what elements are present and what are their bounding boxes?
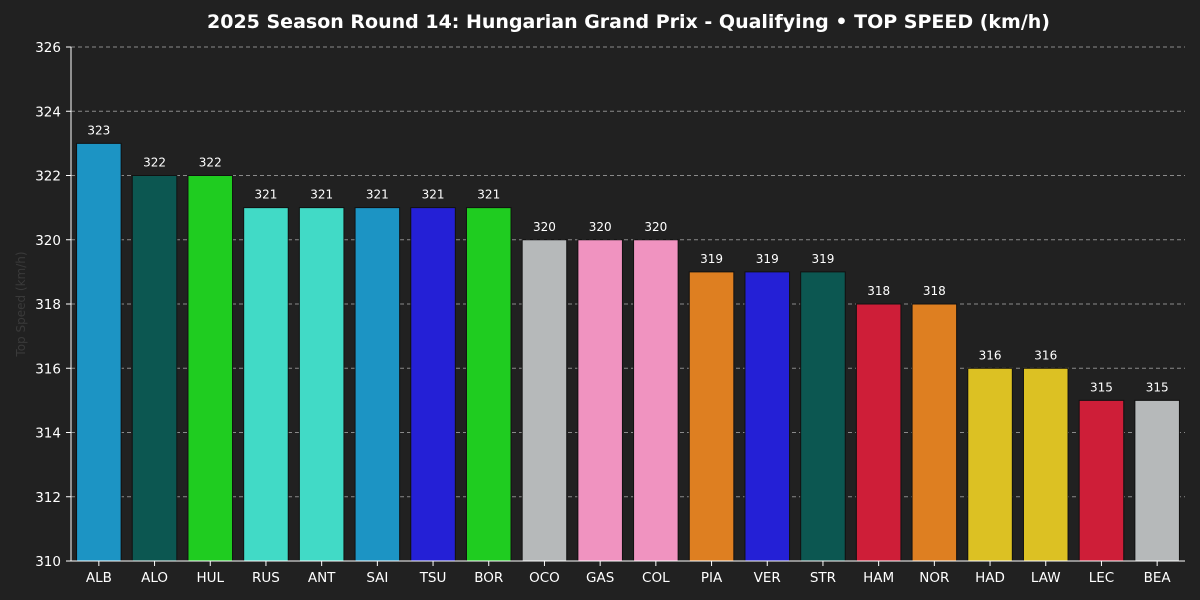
y-tick-label: 322 <box>35 169 61 185</box>
y-tick-label: 312 <box>35 490 61 506</box>
data-label: 316 <box>979 348 1002 362</box>
x-tick-label: SAI <box>366 570 388 586</box>
x-tick-label: ALB <box>86 570 112 586</box>
data-label: 315 <box>1090 380 1113 394</box>
bar-sai <box>354 207 401 562</box>
data-label: 321 <box>366 188 389 202</box>
grid-lines <box>71 46 1185 562</box>
x-tick-label: NOR <box>919 570 949 586</box>
data-label: 323 <box>87 123 110 137</box>
bar-gas <box>577 239 623 562</box>
data-label: 320 <box>533 220 556 234</box>
bar-nor <box>911 303 958 562</box>
bar-str <box>800 271 846 562</box>
y-tick-label: 320 <box>35 233 61 249</box>
data-label: 319 <box>811 252 834 266</box>
data-label: 322 <box>199 156 222 170</box>
data-label: 318 <box>867 284 890 298</box>
x-tick-label: VER <box>754 570 781 586</box>
x-tick-label: RUS <box>252 570 280 586</box>
bar-had <box>967 367 1013 562</box>
bar-alb <box>76 142 122 562</box>
data-labels: 323 322 322 321 321 321 321 321 320 320 320 319 319 3… <box>87 123 1168 394</box>
data-label: 321 <box>254 188 277 202</box>
data-label: 316 <box>1034 348 1057 362</box>
data-label: 318 <box>923 284 946 298</box>
y-tick-label: 310 <box>35 554 61 570</box>
bar-tsu <box>410 207 456 562</box>
x-tick-label: LEC <box>1089 570 1114 586</box>
data-label: 321 <box>477 188 500 202</box>
bar-bea <box>1134 399 1180 562</box>
data-label: 322 <box>143 156 166 170</box>
y-tick-label: 314 <box>35 426 61 442</box>
x-tick-label: GAS <box>586 570 614 586</box>
data-label: 320 <box>589 220 612 234</box>
x-tick-label: HAM <box>863 570 894 586</box>
data-label: 320 <box>644 220 667 234</box>
x-tick-label: OCO <box>529 570 560 586</box>
x-tick-label: TSU <box>419 570 447 586</box>
bar-oco <box>521 239 568 562</box>
data-label: 321 <box>422 188 445 202</box>
data-label: 319 <box>756 252 779 266</box>
y-tick-label: 316 <box>35 361 61 377</box>
data-label: 315 <box>1146 380 1169 394</box>
bars <box>76 142 1180 562</box>
bar-hul <box>187 175 234 562</box>
bar-alo <box>131 175 178 562</box>
bar-bor <box>465 207 512 562</box>
x-tick-label: BOR <box>474 570 503 586</box>
x-tick-label: ANT <box>308 570 336 586</box>
bar-ham <box>855 303 902 562</box>
bar-ant <box>298 207 345 562</box>
x-tick-label: STR <box>810 570 836 586</box>
y-axis-label: Top Speed (km/h) <box>14 251 28 357</box>
bar-law <box>1022 367 1069 562</box>
x-tick-label: ALO <box>141 570 168 586</box>
x-tick-label: HAD <box>975 570 1005 586</box>
data-label: 319 <box>700 252 723 266</box>
x-tick-label: COL <box>642 570 670 586</box>
bar-lec <box>1078 399 1125 562</box>
bar-col <box>633 239 679 562</box>
x-tick-label: PIA <box>701 570 723 586</box>
bar-pia <box>688 271 735 562</box>
y-tick-label: 326 <box>35 40 61 56</box>
axes: 310 312 314 316 318 320 322 324 326 ALB ALO HUL RUS A… <box>14 40 1185 586</box>
x-tick-label: HUL <box>196 570 224 586</box>
chart-title: 2025 Season Round 14: Hungarian Grand Pr… <box>207 11 1050 33</box>
y-tick-label: 318 <box>35 297 61 313</box>
bar-ver <box>744 271 791 562</box>
bar-rus <box>243 207 289 562</box>
x-tick-label: BEA <box>1144 570 1172 586</box>
x-tick-label: LAW <box>1031 570 1061 586</box>
data-label: 321 <box>310 188 333 202</box>
y-tick-label: 324 <box>35 104 61 120</box>
